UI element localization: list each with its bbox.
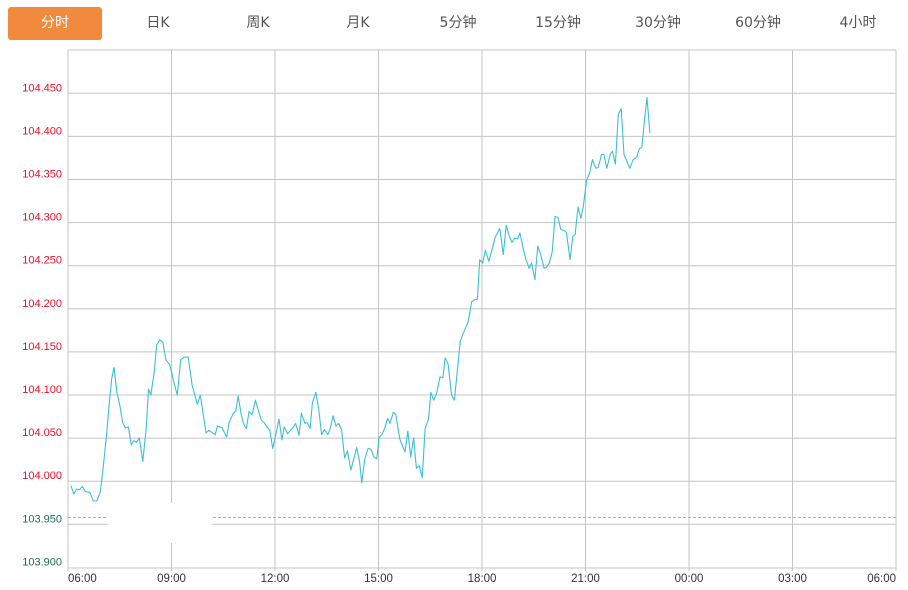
tab-2[interactable]: 周K <box>246 15 270 31</box>
y-tick-label: 104.000 <box>22 470 62 482</box>
x-tick-label: 06:00 <box>68 573 97 585</box>
x-tick-label: 06:00 <box>867 573 896 585</box>
watermark-area <box>108 503 212 543</box>
tab-6[interactable]: 30分钟 <box>635 15 681 31</box>
tab-0[interactable]: 分时 <box>8 7 102 40</box>
period-tabs: 分时 日K 周K 月K 5分钟 15分钟 30分钟 60分钟 4小时 <box>8 7 908 40</box>
y-tick-label: 104.150 <box>22 341 62 353</box>
x-tick-label: 03:00 <box>778 573 807 585</box>
tab-3[interactable]: 月K <box>346 15 370 31</box>
tab-5[interactable]: 15分钟 <box>535 15 581 31</box>
x-tick-label: 21:00 <box>571 573 600 585</box>
y-tick-label: 104.250 <box>22 255 62 267</box>
price-line <box>70 97 651 502</box>
x-tick-label: 15:00 <box>364 573 393 585</box>
y-tick-label: 103.900 <box>22 556 62 568</box>
x-tick-label: 09:00 <box>157 573 186 585</box>
tab-8[interactable]: 4小时 <box>839 15 877 31</box>
y-tick-label: 104.200 <box>22 298 62 310</box>
y-tick-label: 104.400 <box>22 125 62 137</box>
tab-7[interactable]: 60分钟 <box>735 15 781 31</box>
y-tick-label: 104.450 <box>22 82 62 94</box>
y-tick-label: 103.950 <box>22 513 62 525</box>
x-tick-label: 12:00 <box>261 573 290 585</box>
y-tick-label: 104.300 <box>22 212 62 224</box>
tab-1[interactable]: 日K <box>146 15 170 31</box>
tab-4[interactable]: 5分钟 <box>439 15 477 31</box>
x-tick-label: 18:00 <box>468 573 497 585</box>
x-tick-label: 00:00 <box>675 573 704 585</box>
y-tick-label: 104.100 <box>22 384 62 396</box>
y-tick-label: 104.350 <box>22 169 62 181</box>
y-tick-label: 104.050 <box>22 427 62 439</box>
